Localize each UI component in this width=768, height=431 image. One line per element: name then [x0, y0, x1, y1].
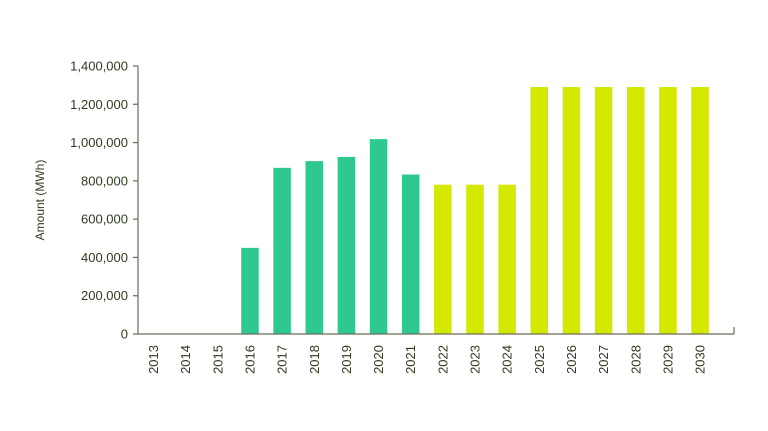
bar-2026	[562, 87, 581, 334]
y-tick-label: 0	[121, 327, 128, 342]
x-tick-label: 2030	[693, 345, 708, 374]
bar-2025	[530, 87, 549, 334]
x-tick-label: 2023	[468, 345, 483, 374]
bar-2027	[594, 87, 613, 334]
x-tick-label: 2018	[307, 345, 322, 374]
bar-2019	[337, 156, 356, 334]
bar-2022	[434, 184, 452, 334]
bars	[241, 87, 709, 334]
bar-2021	[401, 174, 420, 334]
x-tick-label: 2019	[339, 345, 354, 374]
y-tick-label: 800,000	[81, 173, 128, 188]
bar-2024	[498, 184, 516, 334]
y-axis-title: Amount (MWh)	[33, 160, 47, 241]
bar-2016	[241, 247, 259, 334]
y-tick-label: 1,000,000	[70, 135, 128, 150]
bar-2020	[369, 139, 388, 334]
bar-2029	[659, 87, 677, 334]
x-axis: 2013 2014 2015 2016 2017 2018 2019 2020 2021 2022…	[138, 327, 735, 374]
x-tick-label: 2013	[146, 345, 161, 374]
bar-2023	[466, 184, 484, 334]
x-tick-label: 2021	[403, 345, 418, 374]
x-tick-label: 2014	[178, 345, 193, 374]
y-tick-label: 400,000	[81, 250, 128, 265]
x-tick-label: 2028	[628, 345, 643, 374]
x-tick-label: 2025	[532, 345, 547, 374]
bar-2030	[691, 87, 709, 334]
x-tick-label: 2029	[660, 345, 675, 374]
y-tick-label: 600,000	[81, 212, 128, 227]
bar-2018	[305, 161, 323, 334]
x-tick-label: 2017	[275, 345, 290, 374]
y-axis: 0 200,000 400,000 600,000 800,000 1,000,000 1,…	[70, 59, 139, 342]
x-tick-label: 2027	[596, 345, 611, 374]
x-tick-label: 2026	[564, 345, 579, 374]
y-tick-label: 1,400,000	[70, 59, 128, 74]
x-tick-label: 2020	[371, 345, 386, 374]
y-tick-label: 200,000	[81, 288, 128, 303]
bar-2017	[273, 167, 291, 334]
bar-2028	[627, 87, 645, 334]
x-tick-label: 2015	[210, 345, 225, 374]
x-tick-label: 2024	[500, 345, 515, 374]
y-tick-label: 1,200,000	[70, 97, 128, 112]
x-tick-label: 2022	[435, 345, 450, 374]
x-tick-label: 2016	[242, 345, 257, 374]
